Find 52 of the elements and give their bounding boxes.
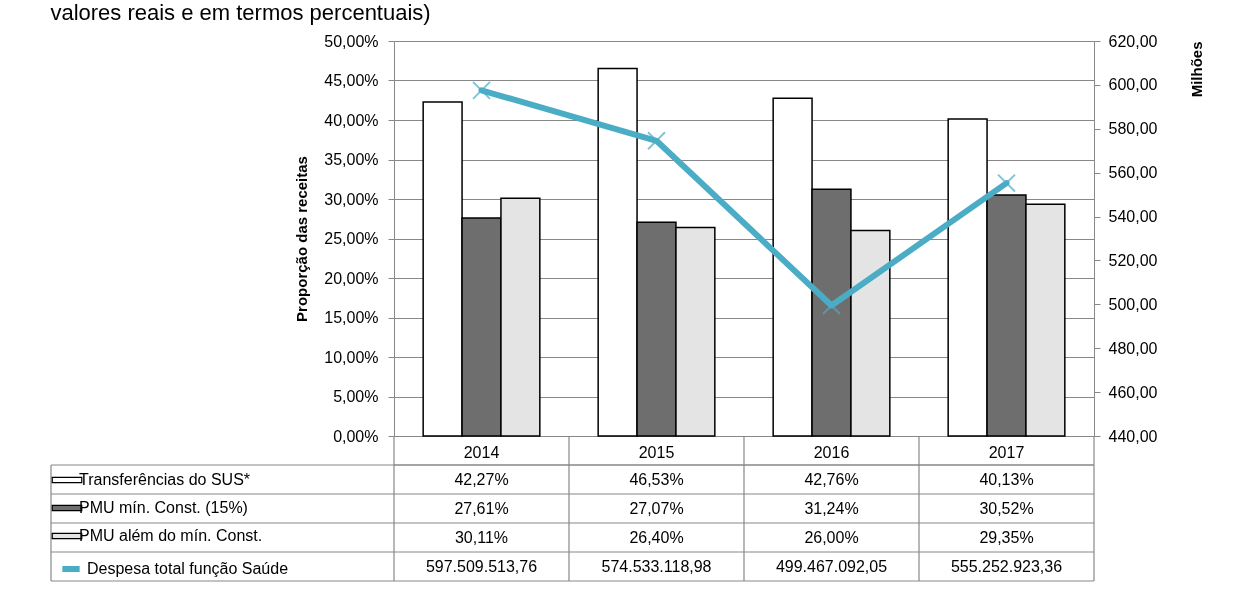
text: 574.533.118,98	[601, 557, 712, 575]
point	[647, 131, 666, 151]
y2-tick-label: 540,00	[1108, 208, 1158, 226]
x-tick-label: 2014	[463, 443, 500, 461]
data-label: 27,61%	[454, 499, 509, 517]
x-tick-label: 2016	[813, 443, 850, 461]
data-label: 26,40%	[629, 528, 684, 546]
legend-label: PMU além do mín. Const.	[79, 527, 263, 544]
x-tick-label: 2017	[988, 443, 1025, 461]
y2-tick-label: 580,00	[1108, 120, 1158, 138]
data-label: 31,24%	[804, 499, 859, 517]
legend-label: Despesa total função Saúde	[87, 560, 289, 577]
y-tick-label: 20,00%	[324, 269, 379, 287]
point	[472, 80, 491, 100]
y-tick-label: 5,00%	[333, 388, 379, 405]
y2-tick-label: 600,00	[1108, 76, 1158, 94]
y-tick-label: 45,00%	[324, 72, 379, 89]
y-axis-title: Proporção das receitas	[293, 156, 311, 322]
y-tick-label: 30,00%	[324, 190, 379, 208]
y2-tick-label: 560,00	[1108, 164, 1158, 182]
y-tick-label: 15,00%	[324, 309, 379, 326]
text: 597.509.513,76	[425, 557, 538, 575]
y-tick-label: 10,00%	[324, 348, 379, 366]
y2-tick-label: 500,00	[1108, 295, 1158, 313]
text: 499.467.092,05	[775, 557, 888, 575]
legend-label: Transferências do SUS*	[79, 471, 251, 488]
y2-tick-label: 460,00	[1108, 383, 1158, 401]
data-label: 42,27%	[454, 470, 509, 488]
y2-tick-label: 480,00	[1108, 339, 1158, 357]
point	[822, 296, 841, 315]
data-label: 42,76%	[804, 470, 859, 488]
y-tick-label: 0,00%	[333, 427, 379, 445]
data-label: 46,53%	[629, 470, 684, 488]
y-tick-label: 35,00%	[324, 151, 379, 168]
y-tick-label: 25,00%	[324, 230, 379, 247]
y-tick-label: 50,00%	[324, 32, 379, 50]
data-label: 27,07%	[629, 499, 684, 517]
data-label: 30,52%	[979, 499, 1034, 517]
data-label: 29,35%	[979, 528, 1034, 546]
legend-label: PMU mín. Const. (15%)	[79, 499, 248, 516]
data-label: 30,11%	[454, 528, 509, 546]
y2-tick-label: 440,00	[1108, 427, 1158, 445]
data-label: 40,13%	[979, 470, 1034, 488]
x-tick-label: 2015	[638, 443, 675, 461]
y-tick-label: 40,00%	[324, 111, 379, 129]
chart-title: valores reais e em termos percentuais)	[50, 0, 431, 25]
text: 555.252.923,36	[950, 557, 1063, 575]
data-label: 26,00%	[804, 528, 859, 546]
point	[997, 173, 1016, 193]
y2-axis-title: Milhões	[1187, 41, 1205, 98]
y2-tick-label: 520,00	[1108, 251, 1158, 269]
y2-tick-label: 620,00	[1108, 32, 1158, 50]
